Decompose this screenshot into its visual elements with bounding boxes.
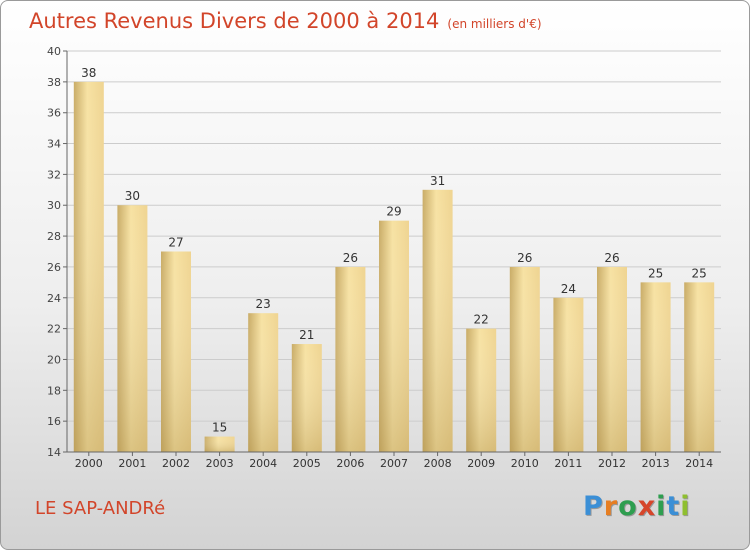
chart-title: Autres Revenus Divers de 2000 à 2014 <box>29 9 440 33</box>
y-tick-label: 24 <box>47 292 61 305</box>
bar-value-label: 24 <box>561 282 576 296</box>
bar-shade <box>422 189 453 453</box>
y-tick-label: 38 <box>47 76 61 89</box>
logo-letter: P <box>583 491 604 522</box>
bar-value-label: 22 <box>474 313 489 327</box>
bar-shade <box>204 436 235 452</box>
logo-letter: t <box>666 491 681 522</box>
bar-shade <box>248 313 279 452</box>
bar-shade <box>379 220 409 452</box>
bar-shade <box>466 328 497 452</box>
labels: 14 16 18 20 22 24 26 28 30 32 34 36 38 40 38 2000 30 2001… <box>47 45 713 470</box>
bar-shade <box>335 266 366 452</box>
y-tick-label: 40 <box>47 45 61 58</box>
y-tick-label: 30 <box>47 199 61 212</box>
bar-value-label: 31 <box>430 174 445 188</box>
x-tick-label: 2004 <box>249 457 277 470</box>
x-tick-label: 2013 <box>642 457 670 470</box>
bar-value-label: 21 <box>299 328 314 342</box>
x-tick-label: 2009 <box>467 457 495 470</box>
x-tick-label: 2000 <box>75 457 103 470</box>
bar-shade <box>684 282 715 452</box>
bar-value-label: 25 <box>692 266 707 280</box>
x-tick-label: 2008 <box>424 457 452 470</box>
x-tick-label: 2003 <box>206 457 234 470</box>
bar-value-label: 27 <box>168 236 183 250</box>
x-tick-label: 2001 <box>118 457 146 470</box>
y-tick-label: 36 <box>47 107 61 120</box>
bar-value-label: 30 <box>125 189 140 203</box>
y-tick-label: 26 <box>47 261 61 274</box>
logo-letter: r <box>603 491 619 522</box>
bar-value-label: 15 <box>212 421 227 435</box>
x-tick-label: 2012 <box>598 457 626 470</box>
bar-shade <box>553 297 584 452</box>
bar-value-label: 23 <box>256 297 271 311</box>
bar-value-label: 26 <box>604 251 619 265</box>
logo-letter: i <box>680 491 691 522</box>
location-label: LE SAP-ANDRé <box>35 498 166 519</box>
x-tick-label: 2014 <box>685 457 713 470</box>
y-tick-label: 34 <box>47 138 61 151</box>
y-tick-label: 28 <box>47 230 61 243</box>
bar-shade <box>291 344 322 452</box>
logo-letter: o <box>618 491 638 522</box>
bar-shade <box>640 282 671 452</box>
x-tick-label: 2010 <box>511 457 539 470</box>
x-tick-label: 2006 <box>336 457 364 470</box>
bar-value-label: 29 <box>386 205 401 219</box>
y-tick-label: 20 <box>47 353 61 366</box>
y-tick-label: 22 <box>47 323 61 336</box>
y-tick-label: 32 <box>47 168 61 181</box>
bar-shade <box>597 266 627 452</box>
bar-shade <box>117 205 148 452</box>
bar-value-label: 25 <box>648 266 663 280</box>
bars <box>73 81 715 453</box>
x-tick-label: 2002 <box>162 457 190 470</box>
title-row: Autres Revenus Divers de 2000 à 2014 (en … <box>29 9 542 33</box>
y-tick-label: 14 <box>47 446 61 459</box>
y-tick-label: 16 <box>47 415 61 428</box>
x-tick-label: 2007 <box>380 457 408 470</box>
proxiti-logo: Proxiti <box>583 491 691 522</box>
x-tick-label: 2005 <box>293 457 321 470</box>
bar-shade <box>509 266 540 452</box>
x-tick-label: 2011 <box>554 457 582 470</box>
bar-value-label: 38 <box>81 66 96 80</box>
bar-shade <box>161 251 191 452</box>
chart-subtitle: (en milliers d'€) <box>447 17 542 31</box>
bar-value-label: 26 <box>517 251 532 265</box>
axes <box>63 50 721 456</box>
bar-value-label: 26 <box>343 251 358 265</box>
logo-letter: i <box>656 491 667 522</box>
y-tick-label: 18 <box>47 384 61 397</box>
logo-letter: x <box>637 491 657 522</box>
bar-shade <box>73 81 104 452</box>
